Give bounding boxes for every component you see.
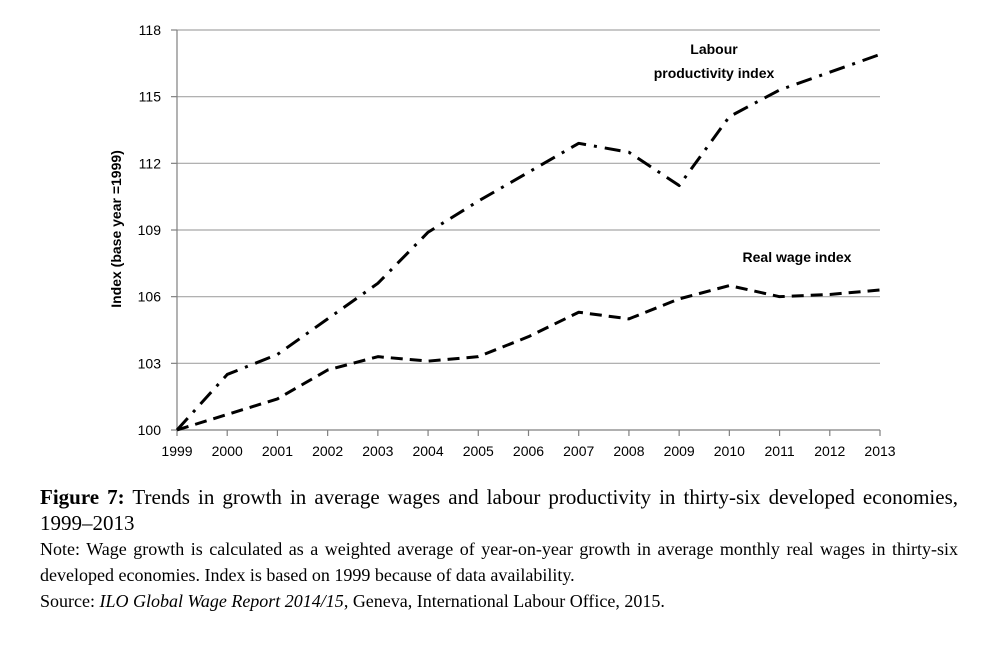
y-tick-label: 103 — [138, 355, 162, 371]
x-tick-label: 2004 — [412, 443, 443, 459]
x-tick-label: 2002 — [312, 443, 343, 459]
figure-source: Source: ILO Global Wage Report 2014/15, … — [40, 588, 958, 614]
x-tick-label: 2000 — [212, 443, 243, 459]
y-tick-label: 106 — [138, 289, 162, 305]
figure-note: Note: Wage growth is calculated as a wei… — [40, 539, 958, 585]
x-tick-label: 2009 — [664, 443, 695, 459]
figure-title: Figure 7: Trends in growth in average wa… — [40, 484, 958, 536]
x-tick-label: 2013 — [864, 443, 895, 459]
x-tick-label: 2001 — [262, 443, 293, 459]
annotation-wage: Real wage index — [743, 249, 852, 265]
y-tick-label: 109 — [138, 222, 162, 238]
x-tick-label: 2012 — [814, 443, 845, 459]
series-lines — [175, 53, 881, 432]
source-rest: , Geneva, International Labour Office, 2… — [343, 591, 665, 611]
annotation-productivity-line2: productivity index — [654, 65, 775, 81]
x-tick-label: 2011 — [765, 443, 795, 459]
axes — [171, 29, 881, 436]
x-tick-label: 2010 — [714, 443, 745, 459]
x-tick-label: 2008 — [613, 443, 644, 459]
x-tick-labels: 1999 2000 2001 2002 2003 2004 2005 2006 2007 2008… — [161, 443, 895, 459]
x-tick-label: 2006 — [513, 443, 544, 459]
figure-title-text: Trends in growth in average wages and la… — [40, 485, 958, 535]
source-title: ILO Global Wage Report 2014/15 — [99, 591, 344, 611]
gridlines — [177, 29, 880, 364]
source-prefix: Source: — [40, 591, 100, 611]
figure-caption: Figure 7: Trends in growth in average wa… — [40, 484, 958, 614]
line-chart: 100 103 106 109 112 115 118 1999 2000 2001 2002 20… — [108, 22, 896, 459]
y-tick-label: 115 — [139, 89, 162, 105]
y-tick-label: 100 — [138, 422, 162, 438]
x-tick-label: 2005 — [463, 443, 494, 459]
y-axis-label: Index (base year =1999) — [108, 150, 124, 308]
x-tick-label: 2003 — [362, 443, 393, 459]
series-line-real-wage — [176, 284, 881, 432]
y-tick-label: 112 — [139, 155, 162, 171]
x-tick-label: 1999 — [161, 443, 192, 459]
series-line-labour-productivity — [175, 53, 881, 432]
figure-label: Figure 7: — [40, 485, 125, 509]
y-tick-label: 118 — [139, 22, 162, 38]
annotation-productivity-line1: Labour — [690, 41, 738, 57]
y-tick-labels: 100 103 106 109 112 115 118 — [138, 22, 162, 438]
x-tick-label: 2007 — [563, 443, 594, 459]
